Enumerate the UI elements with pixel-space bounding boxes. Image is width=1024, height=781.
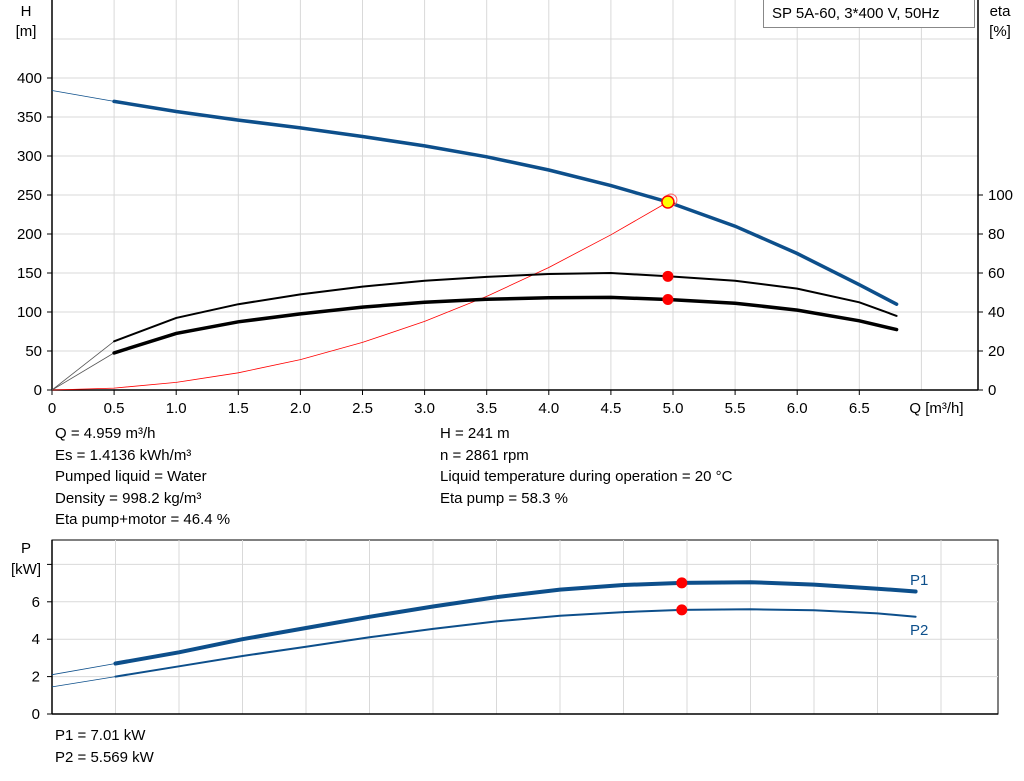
P1-curve-extension bbox=[51, 663, 116, 676]
info-density: Density = 998.2 kg/m³ bbox=[55, 489, 202, 507]
info-right-column: H = 241 m n = 2861 rpm Liquid temperatur… bbox=[440, 423, 732, 509]
chart-legend-title: SP 5A-60, 3*400 V, 50Hz bbox=[763, 0, 975, 28]
info-eta-pump-motor: Eta pump+motor = 46.4 % bbox=[55, 511, 231, 528]
y2-tick-label-40: 40 bbox=[988, 304, 1005, 321]
y2-tick-label-80: 80 bbox=[988, 226, 1005, 243]
x-tick-label-5.0: 5.0 bbox=[663, 400, 684, 417]
P1-series-label: P1 bbox=[910, 572, 928, 589]
H-curve-extension bbox=[51, 90, 115, 102]
operating-point-marker bbox=[661, 195, 675, 209]
y2-tick-label-60: 60 bbox=[988, 265, 1005, 282]
p2-duty-marker bbox=[676, 604, 688, 616]
info-es: Es = 1.4136 kWh/m³ bbox=[55, 446, 192, 464]
y-axis-label-h: H bbox=[21, 3, 32, 20]
eta_pump_motor-curve bbox=[112, 295, 899, 355]
y-axis-label-unit: [m] bbox=[16, 23, 37, 40]
x-tick-label-6.0: 6.0 bbox=[787, 400, 808, 417]
power-chart-frame bbox=[51, 539, 999, 715]
y-tick-label-300: 300 bbox=[17, 148, 42, 165]
x-axis-label: Q [m³/h] bbox=[909, 400, 963, 417]
power-y-axis-unit: [kW] bbox=[11, 561, 41, 578]
y-tick-label-50: 50 bbox=[25, 343, 42, 360]
H-curve bbox=[112, 99, 899, 306]
info-h: H = 241 m bbox=[440, 425, 510, 442]
P2-curve bbox=[114, 608, 917, 678]
x-tick-label-1.5: 1.5 bbox=[228, 400, 249, 417]
y-tick-label-0: 0 bbox=[34, 382, 42, 399]
x-tick-label-0.5: 0.5 bbox=[104, 400, 125, 417]
info-eta-pump: Eta pump = 58.3 % bbox=[440, 489, 568, 507]
info-n: n = 2861 rpm bbox=[440, 446, 529, 464]
y-tick-label-250: 250 bbox=[17, 187, 42, 204]
y2-tick-label-100: 100 bbox=[988, 187, 1013, 204]
y-tick-label-400: 400 bbox=[17, 70, 42, 87]
x-tick-label-1.0: 1.0 bbox=[166, 400, 187, 417]
y-tick-label-350: 350 bbox=[17, 109, 42, 126]
y2-tick-label-20: 20 bbox=[988, 343, 1005, 360]
eta_pump-curve bbox=[113, 271, 898, 343]
x-tick-label-3.5: 3.5 bbox=[476, 400, 497, 417]
eta-pump-motor-duty-marker bbox=[662, 294, 674, 306]
eta_pump_motor-curve-extension bbox=[51, 352, 115, 391]
P2-curve-extension bbox=[51, 676, 116, 688]
power-y-tick-label-4: 4 bbox=[32, 631, 40, 648]
info-q: Q = 4.959 m³/h bbox=[55, 425, 156, 442]
power-y-tick-label-2: 2 bbox=[32, 669, 40, 686]
power-y-axis-label: P bbox=[21, 540, 31, 557]
y-tick-label-200: 200 bbox=[17, 226, 42, 243]
y2-tick-label-0: 0 bbox=[988, 382, 996, 399]
P2-series-label: P2 bbox=[910, 622, 928, 639]
x-tick-label-3.0: 3.0 bbox=[414, 400, 435, 417]
x-tick-label-4.5: 4.5 bbox=[600, 400, 621, 417]
x-tick-label-2.0: 2.0 bbox=[290, 400, 311, 417]
info-power: P1 = 7.01 kW P2 = 5.569 kW bbox=[55, 725, 154, 768]
x-tick-label-2.5: 2.5 bbox=[352, 400, 373, 417]
info-left-column: Q = 4.959 m³/h Es = 1.4136 kWh/m³ Pumped… bbox=[55, 423, 230, 531]
x-tick-label-0: 0 bbox=[48, 400, 56, 417]
system-curve bbox=[51, 201, 669, 391]
x-tick-label-4.0: 4.0 bbox=[538, 400, 559, 417]
info-p1: P1 = 7.01 kW bbox=[55, 727, 146, 744]
x-tick-label-5.5: 5.5 bbox=[725, 400, 746, 417]
power-y-tick-label-0: 0 bbox=[32, 706, 40, 723]
p1-duty-marker bbox=[676, 577, 688, 589]
eta-pump-duty-marker bbox=[662, 270, 674, 282]
y2-axis-label-unit: [%] bbox=[989, 23, 1011, 40]
info-p2: P2 = 5.569 kW bbox=[55, 748, 154, 766]
y2-axis-label-eta: eta bbox=[990, 3, 1012, 20]
eta_pump-curve-extension bbox=[51, 340, 115, 391]
x-tick-label-6.5: 6.5 bbox=[849, 400, 870, 417]
info-temperature: Liquid temperature during operation = 20… bbox=[440, 468, 733, 485]
power-y-tick-label-6: 6 bbox=[32, 594, 40, 611]
info-liquid: Pumped liquid = Water bbox=[55, 468, 207, 485]
y-tick-label-100: 100 bbox=[17, 304, 42, 321]
y-tick-label-150: 150 bbox=[17, 265, 42, 282]
P1-curve bbox=[113, 580, 918, 666]
